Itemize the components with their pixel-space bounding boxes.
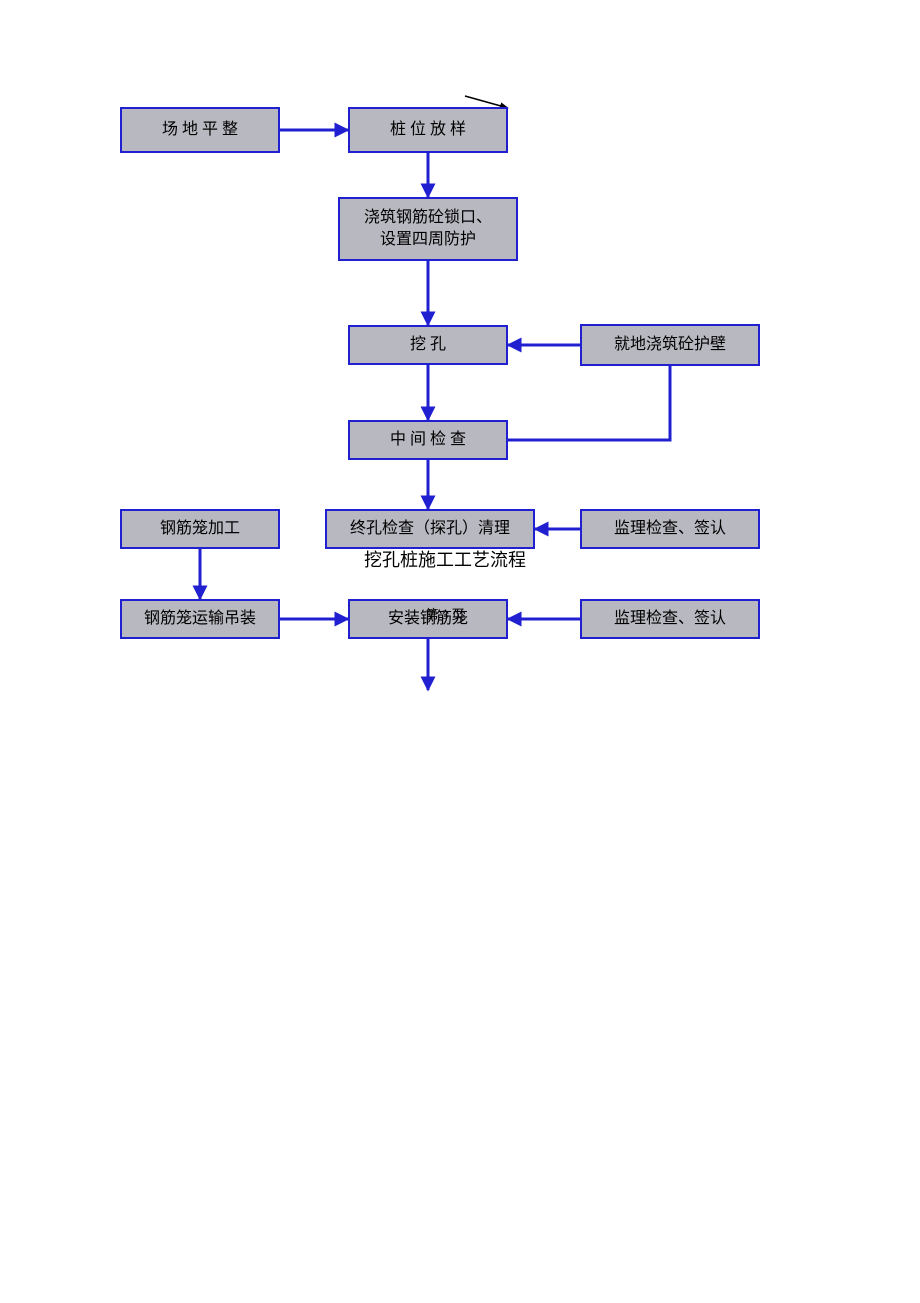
diagram-caption: 挖孔桩施工工艺流程 <box>335 546 555 572</box>
flow-node-n10: 钢筋笼运输吊装 <box>120 599 280 639</box>
edge-n6-n5 <box>508 366 670 440</box>
flow-node-n6: 中 间 检 查 <box>348 420 508 460</box>
flowchart-canvas: 场 地 平 整 桩 位 放 样浇筑钢筋砼锁口、 设置四周防护挖 孔 就地浇筑砼护壁中… <box>0 0 920 1303</box>
edges-layer <box>0 0 920 1303</box>
flow-node-n1: 场 地 平 整 <box>120 107 280 153</box>
flow-node-n3: 浇筑钢筋砼锁口、 设置四周防护 <box>338 197 518 261</box>
flow-node-n8: 终孔检查（探孔）清理 <box>325 509 535 549</box>
flow-node-n4: 挖 孔 <box>348 325 508 365</box>
flow-node-n12: 监理检查、签认 <box>580 599 760 639</box>
page-marker: 第 3 页 <box>405 604 485 623</box>
flow-node-n2: 桩 位 放 样 <box>348 107 508 153</box>
flow-node-n5: 就地浇筑砼护壁 <box>580 324 760 366</box>
flow-node-n9: 监理检查、签认 <box>580 509 760 549</box>
flow-node-n7: 钢筋笼加工 <box>120 509 280 549</box>
